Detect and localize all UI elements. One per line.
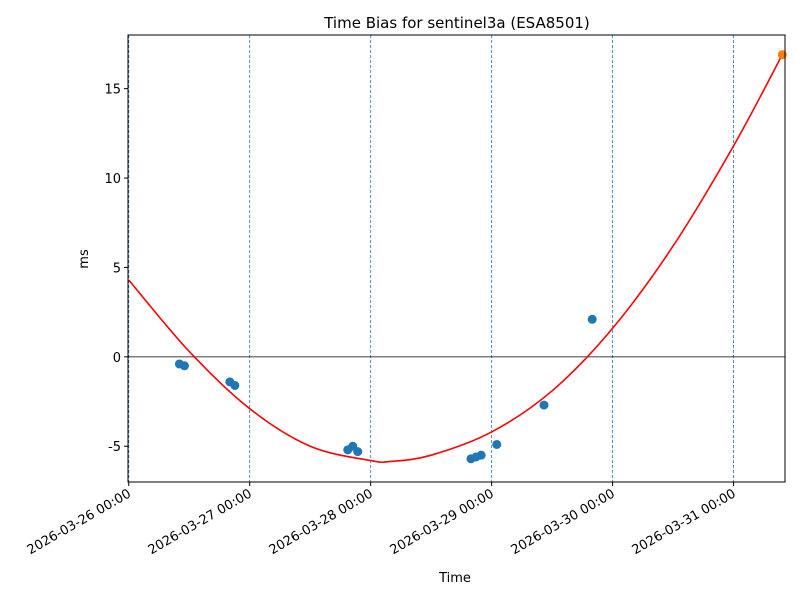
- y-tick-label-4: 15: [104, 83, 121, 98]
- fit-curve-layer: [128, 54, 784, 464]
- y-tick-label-0: -5: [108, 440, 121, 455]
- data-point-s0-3: [230, 380, 240, 390]
- data-point-s0-10: [492, 439, 502, 449]
- data-point-s0-9: [476, 450, 486, 460]
- plot-frame: [127, 34, 786, 483]
- y-tick-label-1: 0: [113, 351, 121, 366]
- y-tick-label-3: 10: [104, 172, 121, 187]
- data-point-s0-1: [179, 361, 189, 371]
- points-layer: [174, 50, 787, 464]
- chart-title: Time Bias for sentinel3a (ESA8501): [323, 14, 590, 32]
- grid-layer: [128, 35, 734, 482]
- x-axis-label: Time: [438, 571, 471, 586]
- data-point-s0-12: [587, 314, 597, 324]
- data-point-s0-11: [539, 400, 549, 410]
- fit-curve: [128, 54, 784, 464]
- data-point-s0-6: [353, 447, 363, 457]
- y-tick-layer: -5 0 5 10 15: [104, 83, 128, 455]
- y-tick-label-2: 5: [113, 261, 121, 276]
- y-axis-label: ms: [77, 249, 92, 269]
